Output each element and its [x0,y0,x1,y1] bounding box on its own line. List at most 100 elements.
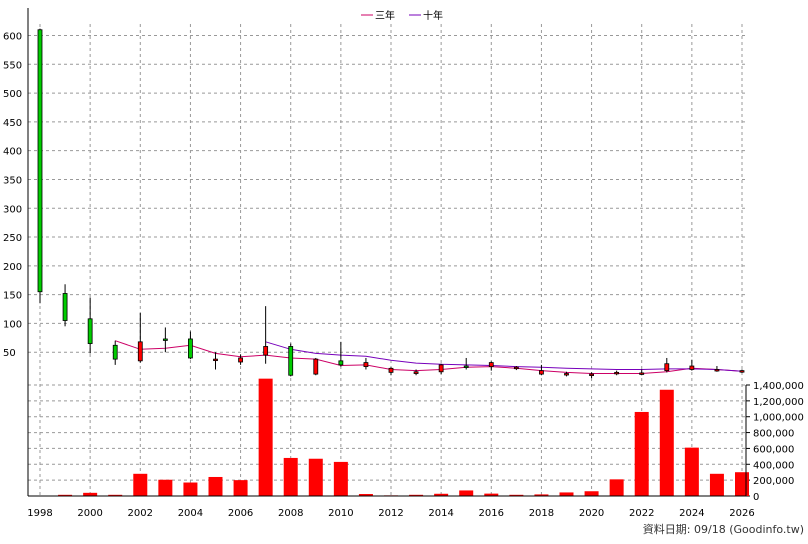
year-tick-label: 2010 [328,508,353,519]
year-tick-label: 2022 [629,508,654,519]
candle-body [438,364,444,373]
candle-body [62,293,68,321]
volume-bar [659,389,674,496]
candle-body [488,362,494,368]
year-tick-label: 2002 [128,508,153,519]
ma-3yr-line [115,340,743,374]
price-tick-label: 200 [3,262,22,273]
volume-tick-label: 400,000 [753,460,794,471]
year-tick-label: 2008 [278,508,303,519]
legend-label-3yr: 三年 [375,9,395,22]
candle-body [288,346,294,376]
volume-tick-label: 600,000 [753,444,794,455]
year-tick-label: 2018 [529,508,554,519]
volume-tick-label: 800,000 [753,429,794,440]
volume-bar [559,492,574,496]
candle-body [87,318,93,344]
x-axis: 1998 2000 2002 2004 2006 2008 2010 2012 2014 2016… [27,508,754,519]
price-tick-label: 500 [3,89,22,100]
price-tick-label: 600 [3,32,22,43]
price-tick-label: 250 [3,233,22,244]
price-axis: 50 100 150 200 250 300 350 400 450 500 550 600 [3,32,22,360]
volume-bar [484,493,499,496]
year-tick-label: 2006 [228,508,253,519]
candle-body [513,366,519,370]
price-tick-label: 100 [3,319,22,330]
volume-tick-label: 1,400,000 [753,381,804,392]
year-tick-label: 2012 [378,508,403,519]
data-date-footer: 資料日期: 09/18 (Goodinfo.tw) [642,523,804,536]
candle-body [413,371,419,374]
volume-bars [58,378,749,496]
candle-body [614,371,620,375]
volume-bar [534,494,549,496]
price-tick-label: 550 [3,60,22,71]
volume-bar [684,447,699,496]
price-tick-label: 450 [3,118,22,129]
volume-bar [183,482,198,496]
volume-bar [634,411,649,496]
candle-body [363,362,369,368]
legend: 三年 十年 [361,9,443,22]
year-tick-label: 2024 [679,508,704,519]
ma-10yr-line [265,341,743,372]
volume-bar [158,479,173,496]
year-tick-label: 2000 [77,508,102,519]
price-tick-label: 400 [3,147,22,158]
plot-frame [27,8,747,497]
volume-bar [735,472,749,496]
volume-bar [584,491,599,496]
volume-bar [308,458,323,496]
moving-average-lines [115,340,743,374]
year-tick-label: 2014 [428,508,453,519]
candle-body [162,338,168,341]
candle-body [137,341,143,362]
volume-bar [58,494,73,496]
candle-body [388,367,394,373]
price-tick-label: 50 [3,348,16,359]
candle-body [564,373,569,376]
year-tick-label: 2020 [579,508,604,519]
candle-body [639,372,645,375]
volume-bar [709,473,724,496]
candle-body [213,358,218,362]
volume-tick-label: 1,000,000 [753,413,804,424]
candle-body [112,344,118,360]
volume-bar [83,492,98,496]
candle-body [664,363,670,372]
year-tick-label: 2026 [729,508,754,519]
volume-axis: 0 200,000 400,000 600,000 800,000 1,000,000 1,… [746,381,804,503]
price-tick-label: 300 [3,204,22,215]
volume-tick-label: 1,200,000 [753,397,804,408]
volume-bar [208,476,223,496]
volume-bar [459,490,474,496]
volume-bar [283,457,298,496]
price-tick-label: 350 [3,175,22,186]
candle-body [263,346,269,356]
volume-bar [509,494,524,496]
volume-bar [233,480,248,496]
volume-bar [333,461,348,496]
volume-bar [258,378,273,496]
candle-body [238,357,243,363]
volume-bar [108,494,123,496]
year-tick-label: 2004 [178,508,203,519]
legend-label-10yr: 十年 [423,9,443,22]
candle-body [714,369,720,372]
volume-bar [609,479,624,496]
year-tick-label: 2016 [479,508,504,519]
candle-body [739,370,745,373]
candlesticks [37,28,745,379]
candle-body [338,360,344,366]
candle-body [589,373,594,376]
candle-body [539,370,544,375]
candle-body [313,358,319,375]
candle-body [689,365,695,370]
volume-tick-label: 0 [753,492,759,503]
volume-bar [358,494,373,496]
year-tick-label: 1998 [27,508,52,519]
candle-body [37,29,43,293]
price-tick-label: 150 [3,291,22,302]
